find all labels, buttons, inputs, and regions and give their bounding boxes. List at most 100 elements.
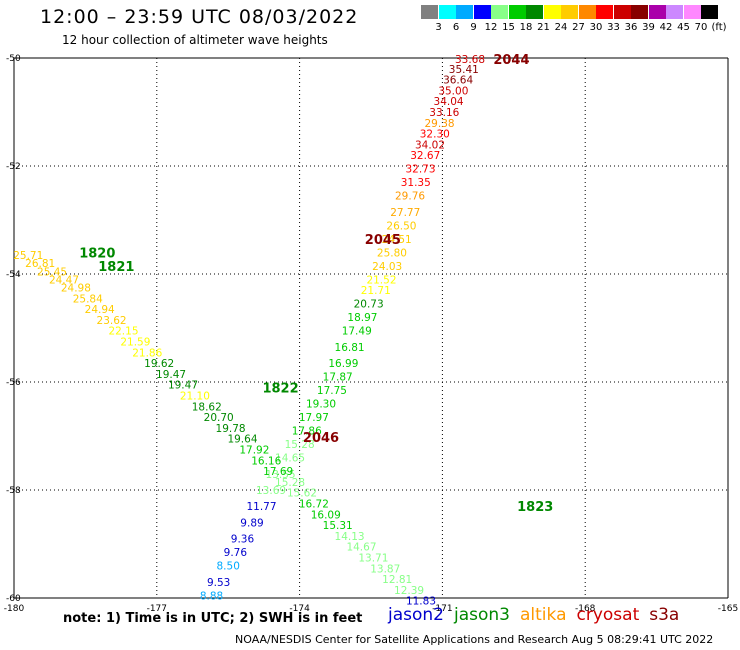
- wave-height-point: 15.62: [287, 488, 317, 500]
- wave-height-point: 17.92: [239, 445, 269, 457]
- color-swatch: [526, 5, 543, 19]
- wave-height-point: 25.80: [377, 247, 407, 259]
- color-swatch: [456, 5, 473, 19]
- wave-height-point: 20.73: [354, 299, 384, 311]
- wave-height-point: 19.30: [306, 399, 336, 411]
- x-tick-label: -174: [289, 604, 310, 614]
- wave-height-point: 32.73: [405, 164, 435, 176]
- color-scale-tick: 3: [435, 22, 442, 33]
- time-label: 1822: [262, 381, 298, 396]
- color-scale-tick: 24: [554, 22, 568, 33]
- wave-height-point: 8.88: [200, 590, 223, 602]
- wave-height-point: 9.53: [207, 577, 230, 589]
- wave-height-point: 25.45: [37, 266, 67, 278]
- wave-height-point: 24.03: [372, 261, 402, 273]
- color-scale-tick: 9: [470, 22, 477, 33]
- time-label: 2046: [303, 431, 339, 446]
- wave-height-point: 21.52: [366, 274, 396, 286]
- time-label: 1823: [517, 500, 553, 515]
- wave-height-point: 27.77: [390, 207, 420, 219]
- time-label: 1820: [79, 246, 115, 261]
- wave-height-point: 21.71: [361, 285, 391, 297]
- color-swatch: [438, 5, 456, 19]
- color-swatch: [491, 5, 508, 19]
- x-tick-label: -168: [575, 604, 596, 614]
- footer-note: note: 1) Time is in UTC; 2) SWH is in fe…: [63, 611, 363, 626]
- y-tick-label: -54: [6, 270, 21, 280]
- wave-height-point: 24.98: [61, 283, 91, 295]
- wave-height-point: 36.64: [443, 75, 473, 87]
- wave-height-point: 26.81: [25, 258, 55, 270]
- color-swatch: [508, 5, 526, 19]
- color-swatch: [421, 5, 438, 19]
- wave-height-point: 19.47: [168, 380, 198, 392]
- color-scale-unit: (ft): [711, 22, 727, 33]
- wave-height-point: 35.41: [449, 64, 479, 76]
- x-tick-label: -180: [4, 604, 25, 614]
- wave-height-point: 18.62: [192, 401, 222, 413]
- wave-height-point: 25.71: [13, 250, 43, 262]
- wave-height-point: 12.39: [394, 585, 424, 597]
- color-swatch: [596, 5, 613, 19]
- wave-height-point: 31.35: [401, 177, 431, 189]
- color-swatch: [543, 5, 561, 19]
- color-swatch: [648, 5, 666, 19]
- color-swatch: [701, 5, 718, 19]
- page-title: 12:00 – 23:59 UTC 08/03/2022: [40, 6, 359, 28]
- wave-height-point: 14.67: [346, 542, 376, 554]
- wave-height-point: 29.76: [395, 191, 425, 203]
- y-tick-label: -52: [6, 162, 21, 172]
- wave-height-point: 17.87: [323, 372, 353, 384]
- color-swatch: [473, 5, 491, 19]
- wave-height-point: 35.00: [438, 85, 468, 97]
- wave-height-point: 15.31: [323, 520, 353, 532]
- y-tick-label: -58: [6, 486, 21, 496]
- wave-height-point: 22.15: [108, 326, 138, 338]
- wave-height-point: 9.36: [231, 534, 255, 546]
- color-scale-tick: 30: [589, 22, 603, 33]
- wave-height-point: 15.28: [275, 477, 305, 489]
- color-scale-tick: 18: [519, 22, 533, 33]
- wave-height-point: 13.87: [370, 563, 400, 575]
- wave-height-point: 32.30: [420, 129, 450, 141]
- wave-height-point: 17.69: [263, 466, 293, 478]
- wave-height-point: 16.16: [251, 455, 281, 467]
- time-label: 2045: [365, 233, 401, 248]
- credit-line: NOAA/NESDIS Center for Satellite Applica…: [235, 633, 714, 646]
- wave-height-point: 21.10: [180, 391, 210, 403]
- wave-height-point: 19.47: [156, 369, 186, 381]
- color-swatch: [666, 5, 683, 19]
- wave-height-point: 14.13: [335, 531, 365, 543]
- color-scale-tick: 45: [677, 22, 690, 33]
- x-tick-label: -165: [718, 604, 738, 614]
- color-swatch: [613, 5, 631, 19]
- color-scale-tick: 33: [607, 22, 620, 33]
- wave-height-point: 21.59: [120, 337, 150, 349]
- wave-height-point: 16.81: [335, 342, 365, 354]
- wave-height-point: 9.89: [240, 517, 263, 529]
- wave-height-point: 32.67: [410, 150, 440, 162]
- legend-item-cryosat: cryosat: [576, 605, 640, 625]
- color-scale-tick: 6: [452, 22, 460, 33]
- wave-height-point: 12.81: [382, 574, 412, 586]
- wave-height-point: 13.71: [358, 553, 388, 565]
- color-scale-tick: 39: [642, 22, 655, 33]
- color-scale-tick: 15: [502, 22, 515, 33]
- legend-item-altika: altika: [520, 605, 567, 625]
- color-swatch: [578, 5, 596, 19]
- wave-height-point: 18.97: [347, 312, 377, 324]
- time-label: 2044: [493, 53, 529, 68]
- color-swatch: [631, 5, 648, 19]
- color-scale-tick: 42: [659, 22, 673, 33]
- x-tick-label: -171: [432, 604, 452, 614]
- wave-height-point: 16.99: [328, 358, 358, 370]
- satellite-legend: jason2 jason3 altika cryosat s3a: [388, 605, 689, 625]
- wave-height-point: 24.51: [382, 234, 412, 246]
- wave-height-point: 17.75: [317, 385, 347, 397]
- wave-height-point: 17.49: [342, 326, 372, 338]
- color-scale-tick: 70: [694, 22, 708, 33]
- legend-item-jason3: jason3: [454, 605, 510, 625]
- x-tick-label: -177: [147, 604, 167, 614]
- wave-height-point: 8.50: [217, 561, 240, 573]
